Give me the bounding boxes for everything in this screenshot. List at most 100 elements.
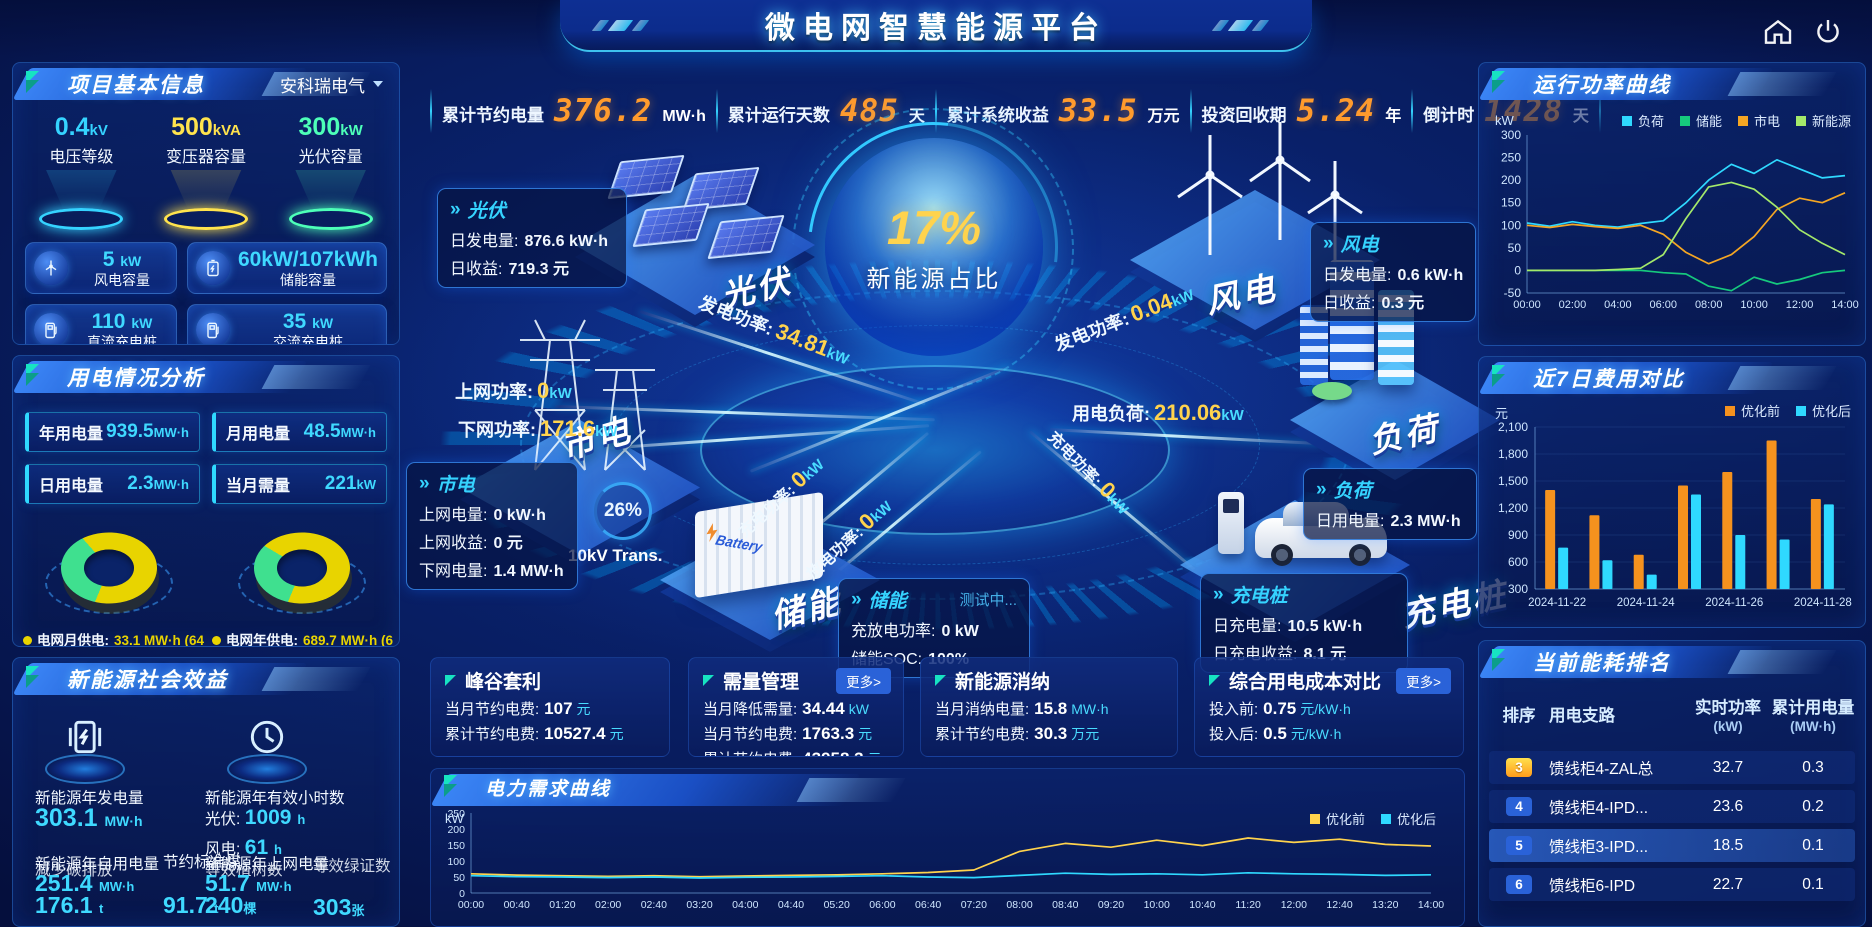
social-benefit-body: 新能源年发电量 303.1 MW·h 新能源年有效小时数 光伏: 1009 h …: [13, 700, 399, 926]
svg-text:13:20: 13:20: [1372, 899, 1398, 911]
panel-title: 项目基本信息: [67, 74, 205, 97]
row-unit: 元/kW·h: [1290, 726, 1342, 742]
row-value: 30.3: [1034, 724, 1068, 743]
title-band: 微电网智慧能源平台: [560, 0, 1312, 52]
table-row[interactable]: 6 馈线柜6-IPD 22.7 0.1: [1489, 868, 1855, 901]
column-header: 排序: [1502, 707, 1536, 726]
energy-ranking-table: 排序 用电支路 实时功率 (kW) 累计用电量 (MW·h) 3 馈线柜4-ZAL总 32.7…: [1479, 683, 1865, 901]
svg-text:06:00: 06:00: [1650, 299, 1678, 311]
home-icon[interactable]: [1762, 16, 1794, 48]
panel-title: 近7日费用对比: [1533, 368, 1685, 391]
trees-label: 等效植树数: [205, 862, 283, 879]
kpi-label: 投资回收期: [1201, 106, 1287, 125]
bolt-icon: [706, 523, 718, 543]
grid-up-flow-label: 上网功率: 0kW: [455, 378, 572, 403]
kpi-label: 累计节约电量: [442, 106, 544, 125]
chevron-right-icon: »: [450, 198, 461, 220]
stat-value: 221kW: [324, 473, 376, 494]
capacity-cones: 0.4kV 电压等级 500kVA 变压器容量 300kW 光伏容量: [13, 105, 399, 230]
kpi-value: 5.24: [1296, 93, 1376, 129]
capacity-chip-1: 60kW/107kWh 储能容量: [186, 242, 387, 294]
stat-label: 月用电量: [226, 426, 291, 443]
table-row[interactable]: 3 馈线柜4-ZAL总 32.7 0.3: [1489, 751, 1855, 784]
energy-ranking-header: 当前能耗排名: [1479, 641, 1865, 683]
mini-panel-head: 综合用电成本对比 更多>: [1209, 667, 1451, 694]
legend-item: 优化前: [1724, 401, 1780, 420]
kpi-separator: [430, 89, 432, 133]
more-button[interactable]: 更多>: [836, 667, 891, 694]
table-row[interactable]: 5 馈线柜3-IPD... 18.5 0.1: [1489, 829, 1855, 862]
chip-value: 35 kW: [282, 309, 334, 333]
grid-info-box: » 市电 上网电量: 0 kW·h 上网收益: 0 元 下网电量: 1.4 MW·h: [406, 462, 578, 590]
legend-dot: [212, 636, 221, 645]
mini-panel-head: 需量管理 更多>: [703, 667, 891, 694]
pv-hours: 光伏: 1009 h: [205, 806, 306, 829]
svg-text:03:20: 03:20: [686, 899, 712, 911]
kpi-separator: [715, 89, 718, 133]
svg-text:300: 300: [1501, 129, 1521, 142]
power-curve-legend: 负荷 储能 市电 新能源: [1621, 111, 1851, 130]
storage-status: 测试中...: [959, 592, 1017, 609]
svg-text:00:40: 00:40: [504, 899, 530, 911]
energy-cell: 0.1: [1802, 875, 1824, 893]
cone-ring: [39, 208, 124, 230]
table-row[interactable]: 4 馈线柜4-IPD... 23.6 0.2: [1489, 790, 1855, 823]
usage-stat-2: 日用电量 2.3MW·h: [25, 464, 200, 504]
svg-text:00:00: 00:00: [458, 899, 484, 911]
mini-panel-head: 新能源消纳: [935, 667, 1165, 694]
donut-charts: [13, 518, 399, 626]
ev-info-box: » 充电桩 日充电量: 10.5 kW·h 日充电收益: 8.1 元: [1200, 573, 1408, 673]
svg-text:12:00: 12:00: [1281, 899, 1307, 911]
svg-text:12:40: 12:40: [1326, 899, 1352, 911]
mini-panel-title: 峰谷套利: [465, 672, 542, 693]
legend-value: 33.1 MW·h (64%): [114, 633, 204, 647]
usage-analysis-panel: 用电情况分析 年用电量 939.5MW·h 月用电量 48.5MW·h 日用电量 2.3M…: [12, 355, 400, 647]
mini-panel-row: 投入前: 0.75 元/kW·h: [1209, 698, 1451, 719]
more-button[interactable]: 更多>: [1396, 667, 1451, 694]
project-info-panel: 项目基本信息 安科瑞电气 0.4kV 电压等级 500kVA 变压器容量 300kW 光伏…: [12, 62, 400, 345]
wind-hours: 风电: 61 h: [205, 836, 282, 859]
svg-text:08:40: 08:40: [1052, 899, 1078, 911]
row-unit: 元/kW·h: [1300, 701, 1351, 717]
capacity-chip-3: 35 kW 交流充电桩: [186, 304, 387, 344]
power-pylon-icon: [520, 319, 655, 471]
power-icon[interactable]: [1812, 16, 1844, 48]
demand-curve-panel: 电力需求曲线 kW 优化前 优化后 250 200 150 100 50 0 00:00 00:…: [430, 768, 1465, 927]
power-curve-header: 运行功率曲线: [1479, 63, 1865, 105]
row-label: 累计节约电费:: [703, 751, 797, 756]
wind-info-box: » 风电 日发电量: 0.6 kW·h 日收益: 0.3 元: [1310, 222, 1476, 322]
row-label: 投入前:: [1209, 701, 1259, 718]
svg-text:10:00: 10:00: [1144, 899, 1170, 911]
svg-text:1,800: 1,800: [1498, 447, 1528, 461]
row-label: 当月节约电费:: [445, 701, 540, 718]
panel-corner-icon: [1492, 365, 1516, 389]
svg-text:100: 100: [1501, 218, 1521, 232]
kpi-0: 累计节约电量 376.2 MW·h: [442, 93, 706, 129]
demand-chart-legend: 优化前 优化后: [1309, 809, 1436, 828]
legend-item: 负荷: [1621, 111, 1664, 130]
row-value: 34.44: [802, 699, 845, 718]
svg-text:1,500: 1,500: [1498, 474, 1528, 488]
svg-text:200: 200: [1501, 173, 1521, 187]
mini-panel-head: 峰谷套利: [445, 667, 657, 694]
svg-text:50: 50: [453, 872, 465, 884]
renewable-share-value: 17%: [886, 201, 982, 254]
panel-corner-icon: [26, 364, 50, 388]
svg-text:04:00: 04:00: [732, 899, 758, 911]
battery-icon: [195, 251, 230, 285]
svg-text:250: 250: [1501, 151, 1521, 165]
branch-cell: 馈线柜3-IPD...: [1549, 838, 1649, 856]
corner-arrow-icon: [445, 675, 456, 686]
company-dropdown[interactable]: 安科瑞电气: [280, 72, 383, 97]
battery-container-icon: Battery: [695, 491, 823, 599]
legend-item: 优化后: [1795, 401, 1851, 420]
mini-panel-row: 累计节约电费: 30.3 万元: [935, 723, 1165, 744]
coal-value: 91.7 t: [163, 892, 219, 918]
chevron-right-icon: »: [851, 588, 862, 610]
transformer-label: 10kV Trans.: [568, 546, 663, 565]
panel-corner-icon: [1492, 649, 1516, 673]
energy-cell: 0.3: [1802, 758, 1824, 776]
svg-text:150: 150: [447, 840, 465, 852]
svg-text:02:00: 02:00: [595, 899, 621, 911]
kpi-separator: [1411, 89, 1414, 133]
